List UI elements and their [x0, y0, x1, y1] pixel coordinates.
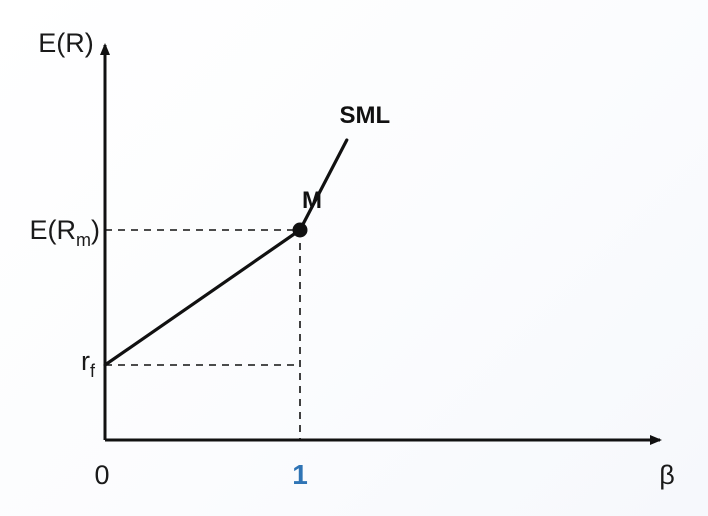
market-point-label: M	[302, 187, 322, 214]
origin-label: 0	[94, 460, 109, 490]
y-tick-market-return-sub: m	[76, 230, 91, 250]
y-tick-risk-free: rf	[81, 346, 96, 381]
x-tick-market-beta: 1	[292, 459, 308, 490]
y-tick-market-return-base: E(R	[30, 215, 77, 245]
market-point	[292, 222, 308, 238]
x-axis-label: β	[659, 460, 675, 490]
y-tick-market-return: E(Rm)	[30, 215, 101, 250]
y-axis-label: E(R)	[38, 28, 94, 58]
y-tick-risk-free-sub: f	[90, 361, 96, 381]
sml-series-line	[103, 138, 349, 367]
sml-series-label: SML	[339, 102, 390, 129]
y-tick-market-return-close: )	[91, 215, 100, 245]
y-tick-risk-free-base: r	[81, 346, 90, 376]
